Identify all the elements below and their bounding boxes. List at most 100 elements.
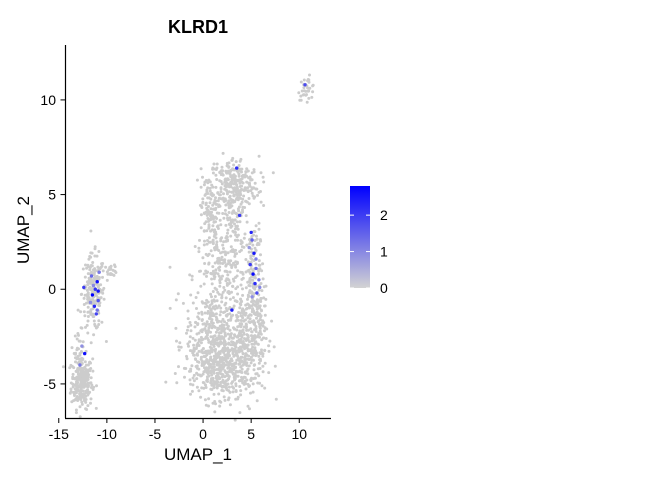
cell-point [251,334,255,338]
cell-point [228,328,232,332]
cell-point [253,311,256,315]
cell-point [209,330,212,334]
cell-point [257,319,260,323]
cell-point [254,262,258,266]
cell-point [79,293,83,296]
cell-point [89,386,93,389]
cell-point [211,254,215,258]
cell-point [168,306,172,310]
cell-point [213,261,217,265]
cell-point [206,217,210,220]
cell-point [193,357,197,361]
cell-point [215,162,219,166]
cell-point [237,209,241,213]
cell-point [204,203,208,207]
cell-point [250,342,254,346]
cell-point [199,167,203,171]
cell-point [228,349,232,352]
cell-point [188,273,192,277]
cell-point [85,323,89,327]
cell-point [220,165,224,169]
cell-point [213,286,217,290]
cell-point [186,342,190,346]
cell-point [209,212,213,216]
cell-point [212,298,216,302]
cell-point [250,358,254,362]
x-axis-label: UMAP_1 [164,445,232,464]
cell-point [208,189,212,193]
cell-point [197,344,201,347]
cell-point [205,298,209,302]
cell-point [245,167,249,171]
cell-point [244,258,248,261]
cell-point [240,335,244,339]
cell-point [86,388,89,392]
cell-point [207,178,211,182]
cell-point [246,189,250,193]
cell-point [218,204,222,208]
cell-point [185,331,188,335]
cell-point [261,324,265,328]
cell-point [208,186,212,190]
cell-point [257,190,261,194]
cell-point [228,270,232,274]
cell-point [199,355,203,359]
cell-point [259,171,263,175]
cell-point [249,178,253,182]
cell-point [209,335,213,339]
cell-point [240,341,244,345]
cell-point [197,250,201,254]
x-tick-label: -5 [149,426,162,442]
cell-point [222,351,226,354]
cell-point [239,270,243,274]
cell-point [236,395,240,399]
cell-point [217,249,221,252]
cell-point [236,269,240,273]
cell-point [175,339,178,343]
cell-point [226,231,229,235]
cell-point [175,381,179,385]
cell-point [194,320,198,324]
cell-point [258,304,262,308]
cell-point [218,284,222,288]
cell-point [226,290,230,294]
cell-point [241,276,245,280]
cell-point [82,310,86,314]
cell-point [81,267,85,271]
cell-point [223,343,226,347]
cell-point [191,383,195,387]
cell-point [89,376,93,380]
cell-point [216,272,220,276]
cell-point [248,183,251,187]
cell-point [190,278,194,282]
expressing-cell-point [247,245,251,250]
cell-point [164,380,168,384]
cell-point [262,204,266,207]
cell-point [197,317,201,321]
cell-point [106,272,110,276]
cell-point [217,383,221,387]
cell-point [208,240,212,244]
cell-point [232,163,236,167]
cell-point [210,350,214,354]
cell-point [260,384,264,388]
chart-title: KLRD1 [168,17,228,37]
cell-point [236,227,240,231]
cell-point [83,293,87,297]
cell-point [249,379,253,383]
cell-point [185,357,189,361]
cell-point [99,283,103,287]
cell-point [217,211,221,215]
cell-point [210,302,214,305]
cell-point [262,285,266,289]
expressing-cell-point [249,230,253,235]
cell-point [260,348,263,352]
cell-point [199,341,203,345]
cell-point [79,398,83,401]
cell-point [192,373,196,377]
cell-point [234,233,238,237]
cell-point [216,227,220,230]
cell-point [237,164,241,167]
cell-point [76,397,80,400]
